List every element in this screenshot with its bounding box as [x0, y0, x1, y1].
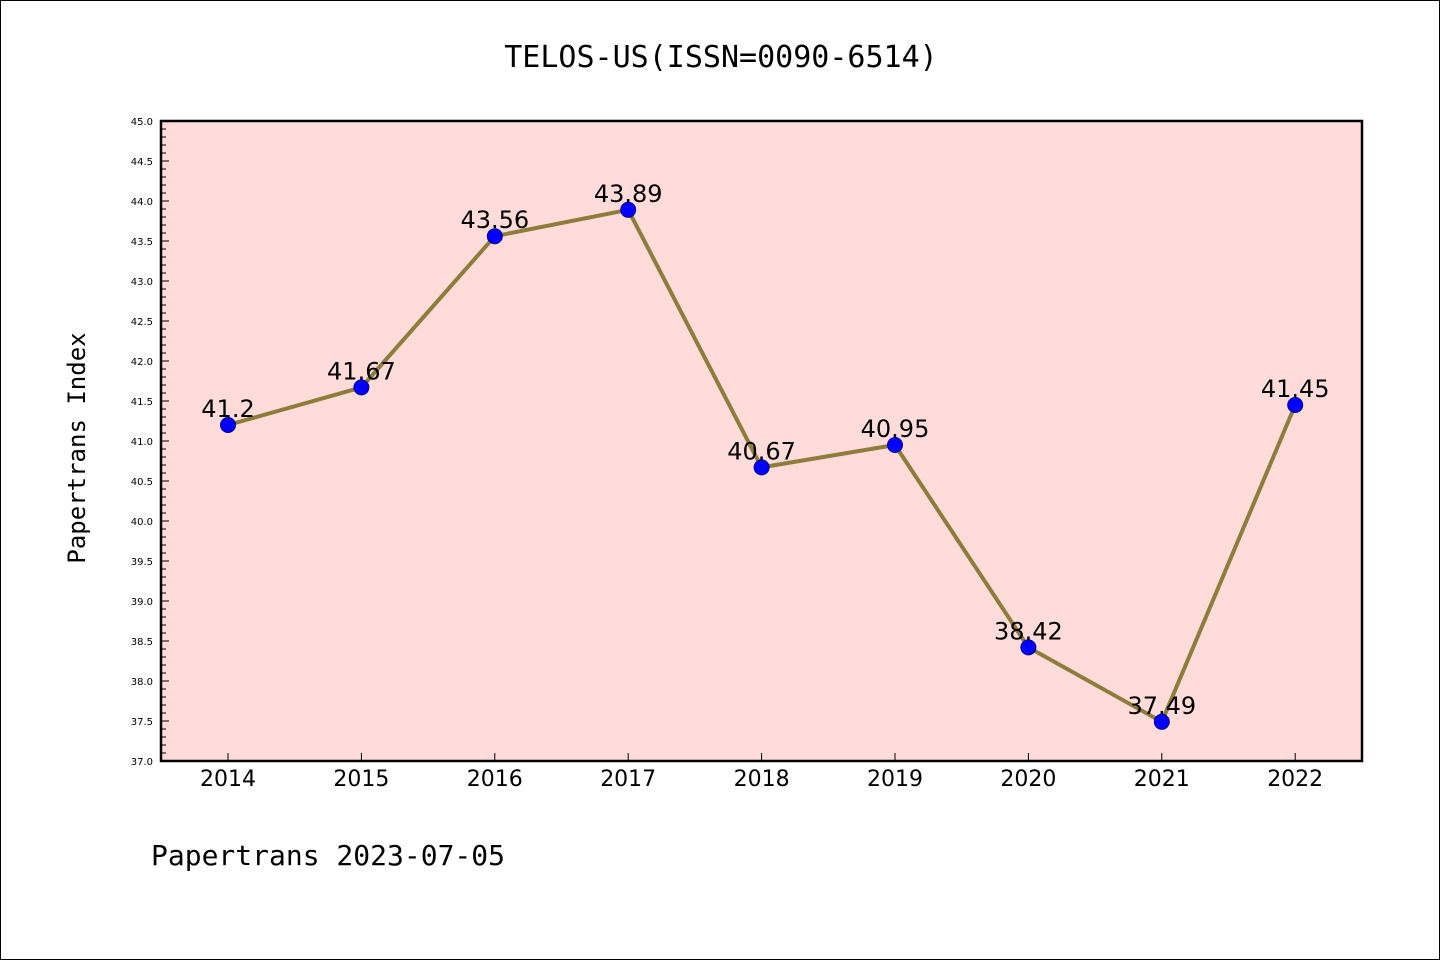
y-tick-label: 41.0 [131, 437, 153, 448]
footer-text: Papertrans 2023-07-05 [151, 839, 505, 872]
y-tick-label: 44.5 [131, 157, 153, 168]
y-axis-label: Papertrans Index [63, 332, 91, 563]
x-tick-label: 2018 [734, 767, 790, 792]
x-tick-label: 2015 [333, 767, 389, 792]
data-label: 41.2 [201, 395, 254, 423]
chart-title: TELOS-US(ISSN=0090-6514) [504, 40, 937, 75]
data-label: 43.89 [594, 180, 663, 208]
data-label: 40.67 [727, 437, 796, 465]
data-label: 41.67 [327, 357, 396, 385]
x-tick-label: 2014 [200, 767, 256, 792]
x-tick-label: 2017 [600, 767, 656, 792]
y-tick-label: 42.5 [131, 317, 153, 328]
y-tick-label: 40.0 [131, 517, 153, 528]
data-label: 40.95 [861, 415, 930, 443]
y-tick-label: 45.0 [131, 117, 153, 128]
y-tick-label: 42.0 [131, 357, 153, 368]
data-label: 43.56 [460, 206, 529, 234]
y-tick-label: 38.5 [131, 637, 153, 648]
x-tick-label: 2020 [1000, 767, 1056, 792]
y-tick-label: 38.0 [131, 677, 153, 688]
y-tick-label: 37.0 [131, 757, 153, 768]
x-tick-label: 2021 [1134, 767, 1190, 792]
y-tick-label: 39.5 [131, 557, 153, 568]
y-tick-label: 37.5 [131, 717, 153, 728]
x-tick-label: 2016 [467, 767, 523, 792]
data-label: 38.42 [994, 617, 1063, 645]
y-tick-label: 43.0 [131, 277, 153, 288]
y-tick-label: 44.0 [131, 197, 153, 208]
y-tick-label: 41.5 [131, 397, 153, 408]
data-label: 41.45 [1261, 375, 1330, 403]
y-tick-label: 39.0 [131, 597, 153, 608]
y-tick-label: 40.5 [131, 477, 153, 488]
x-tick-label: 2022 [1267, 767, 1323, 792]
y-tick-label: 43.5 [131, 237, 153, 248]
data-label: 37.49 [1127, 692, 1196, 720]
x-tick-label: 2019 [867, 767, 923, 792]
